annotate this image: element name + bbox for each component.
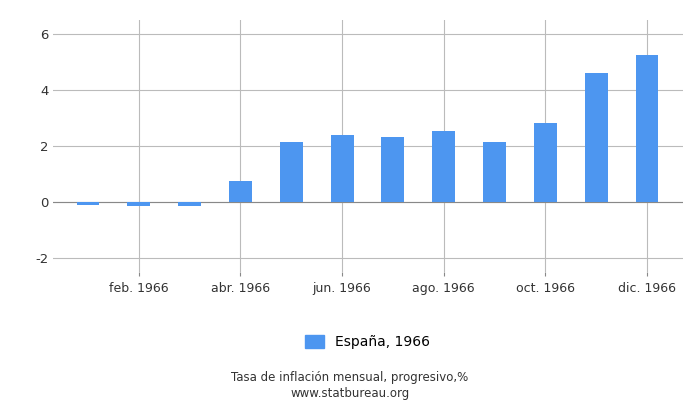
Legend: España, 1966: España, 1966	[299, 329, 436, 355]
Bar	[584, 73, 608, 202]
Bar	[330, 135, 354, 202]
Text: Tasa de inflación mensual, progresivo,%: Tasa de inflación mensual, progresivo,%	[232, 372, 468, 384]
Bar	[483, 142, 506, 202]
Bar	[433, 132, 455, 202]
Bar	[636, 55, 659, 202]
Bar	[76, 202, 99, 205]
Bar	[534, 123, 556, 202]
Text: www.statbureau.org: www.statbureau.org	[290, 388, 410, 400]
Bar	[127, 202, 150, 206]
Bar	[382, 137, 405, 202]
Bar	[280, 142, 302, 202]
Bar	[229, 181, 252, 202]
Bar	[178, 202, 201, 206]
